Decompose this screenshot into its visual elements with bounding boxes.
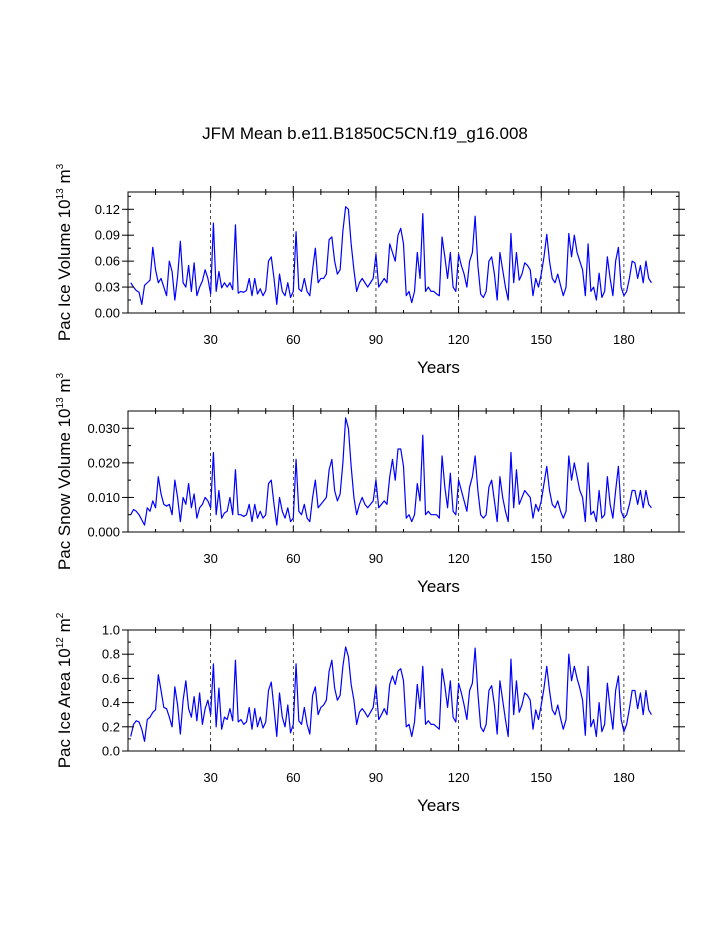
y-tick-label: 0.6 <box>102 671 120 686</box>
y-tick-label: 0.06 <box>95 254 120 269</box>
x-axis-label: Years <box>417 358 460 377</box>
y-tick-label: 0.030 <box>87 421 120 436</box>
y-tick-label: 0.4 <box>102 695 120 710</box>
y-axis-label: Pac Ice Volume 1013 m3 <box>55 163 74 341</box>
x-tick-label: 30 <box>203 551 217 566</box>
chart-panel-1: 30 60 90 120 150 180 0.00 0.03 0.06 0.09 0.12 Years… <box>55 163 685 377</box>
x-tick-label: 60 <box>286 770 300 785</box>
y-tick-label: 0.8 <box>102 647 120 662</box>
data-line <box>130 646 652 742</box>
chart-panel-2: 30 60 90 120 150 180 0.000 0.010 0.020 0.030 Years… <box>55 372 685 596</box>
data-line <box>130 206 652 305</box>
x-tick-label: 90 <box>369 332 383 347</box>
data-line <box>130 417 652 526</box>
x-tick-label: 150 <box>530 332 552 347</box>
x-tick-label: 90 <box>369 551 383 566</box>
x-tick-label: 120 <box>448 551 470 566</box>
x-tick-label: 30 <box>203 332 217 347</box>
y-tick-label: 0.000 <box>87 525 120 540</box>
y-tick-label: 0.12 <box>95 202 120 217</box>
x-tick-label: 60 <box>286 551 300 566</box>
y-tick-label: 0.010 <box>87 490 120 505</box>
y-tick-label: 0.00 <box>95 306 120 321</box>
x-axis-label: Years <box>417 796 460 815</box>
y-tick-label: 0.2 <box>102 719 120 734</box>
x-tick-label: 90 <box>369 770 383 785</box>
x-tick-label: 150 <box>530 551 552 566</box>
x-tick-label: 30 <box>203 770 217 785</box>
figure-title: JFM Mean b.e11.B1850C5CN.f19_g16.008 <box>202 124 528 143</box>
x-tick-label: 120 <box>448 770 470 785</box>
x-tick-label: 180 <box>613 770 635 785</box>
y-axis-label: Pac Ice Area 1012 m2 <box>55 612 74 768</box>
y-tick-label: 0.0 <box>102 744 120 759</box>
x-tick-label: 120 <box>448 332 470 347</box>
y-tick-label: 0.020 <box>87 455 120 470</box>
x-tick-label: 180 <box>613 332 635 347</box>
x-axis-label: Years <box>417 577 460 596</box>
y-tick-label: 0.03 <box>95 280 120 295</box>
chart-panel-3: 30 60 90 120 150 180 0.0 0.2 0.4 0.6 0.8 1.0 Years Pa… <box>55 612 685 815</box>
x-tick-label: 180 <box>613 551 635 566</box>
x-tick-label: 60 <box>286 332 300 347</box>
x-tick-label: 150 <box>530 770 552 785</box>
y-tick-label: 0.09 <box>95 228 120 243</box>
panels: 30 60 90 120 150 180 0.00 0.03 0.06 0.09 0.12 Years… <box>55 163 685 815</box>
y-tick-label: 1.0 <box>102 623 120 638</box>
y-axis-label: Pac Snow Volume 1013 m3 <box>55 372 74 570</box>
